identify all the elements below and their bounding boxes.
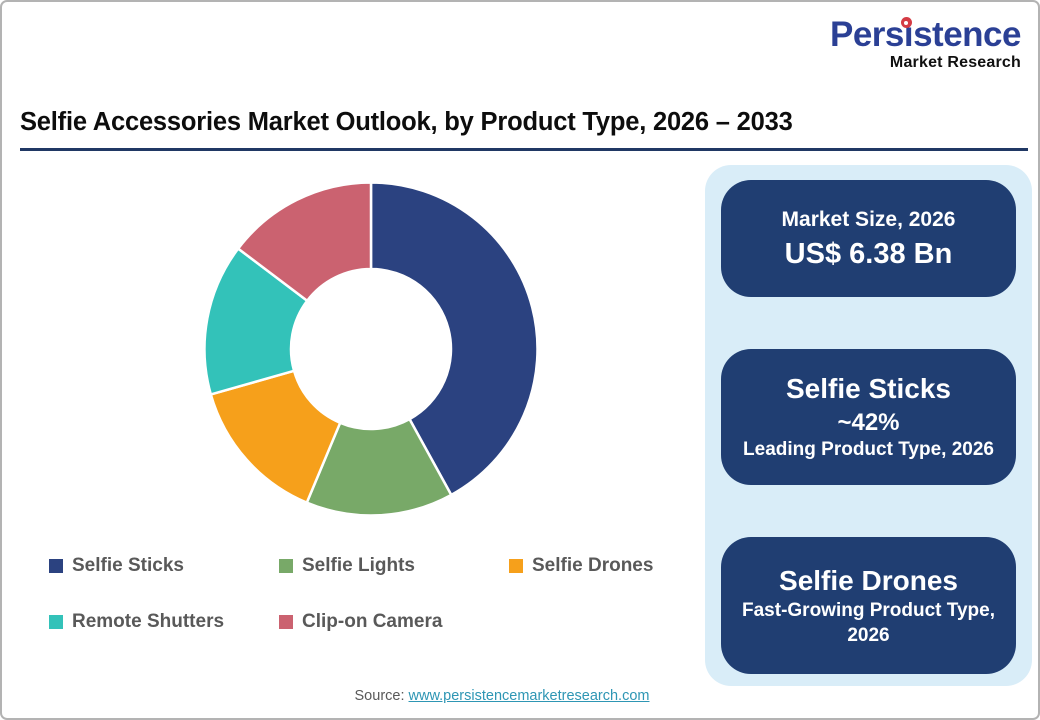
legend-label: Selfie Drones: [532, 555, 654, 576]
stat-card-market-size: Market Size, 2026 US$ 6.38 Bn: [721, 180, 1016, 297]
legend-item-selfie-sticks: Selfie Sticks: [49, 555, 279, 577]
brand-name-text: Persistence: [829, 15, 1022, 54]
source-line: Source: www.persistencemarketresearch.co…: [2, 688, 1002, 704]
stat-card-fast-growing-product: Selfie Drones Fast-Growing Product Type, …: [721, 537, 1016, 674]
brand-logo: Persistence Market Research: [829, 15, 1022, 72]
source-link[interactable]: www.persistencemarketresearch.com: [408, 688, 650, 704]
legend-swatch-icon: [279, 559, 293, 573]
donut-chart: [201, 179, 541, 519]
brand-tagline: Market Research: [889, 54, 1021, 71]
stat-card-line: Fast-Growing Product Type, 2026: [742, 600, 995, 646]
page-title: Selfie Accessories Market Outlook, by Pr…: [20, 108, 793, 136]
stats-panel: Market Size, 2026 US$ 6.38 Bn Selfie Stick…: [705, 165, 1032, 686]
chart-legend: Selfie Sticks Selfie Lights Selfie Drones R…: [49, 555, 739, 633]
stat-card-line: US$ 6.38 Bn: [784, 237, 953, 270]
stat-card-leading-product: Selfie Sticks ~42% Leading Product Type, 2…: [721, 349, 1016, 485]
stat-card-line: Market Size, 2026: [781, 208, 956, 232]
donut-segment-remote-shutters: [203, 247, 309, 396]
stat-card-line: Leading Product Type, 2026: [743, 439, 994, 461]
legend-swatch-icon: [49, 615, 63, 629]
donut-segment-clip-on-camera: [236, 181, 373, 303]
legend-swatch-icon: [279, 615, 293, 629]
legend-swatch-icon: [509, 559, 523, 573]
stat-card-line: Selfie Drones: [779, 564, 958, 596]
stat-card-line: Selfie Sticks: [786, 372, 951, 404]
donut-segment-selfie-sticks: [369, 181, 539, 497]
legend-label: Selfie Lights: [302, 555, 415, 576]
legend-item-selfie-lights: Selfie Lights: [279, 555, 509, 577]
legend-item-remote-shutters: Remote Shutters: [49, 611, 279, 633]
brand-name: Persistence: [829, 15, 1022, 54]
legend-item-clip-on-camera: Clip-on Camera: [279, 611, 509, 633]
title-underline: [20, 148, 1028, 151]
legend-item-selfie-drones: Selfie Drones: [509, 555, 739, 577]
source-label: Source:: [354, 688, 405, 704]
brand-red-dot-icon: [900, 17, 912, 28]
legend-label: Remote Shutters: [72, 611, 225, 632]
stat-card-line: ~42%: [837, 409, 900, 437]
legend-label: Clip-on Camera: [302, 611, 443, 632]
legend-swatch-icon: [49, 559, 63, 573]
legend-label: Selfie Sticks: [72, 555, 184, 576]
